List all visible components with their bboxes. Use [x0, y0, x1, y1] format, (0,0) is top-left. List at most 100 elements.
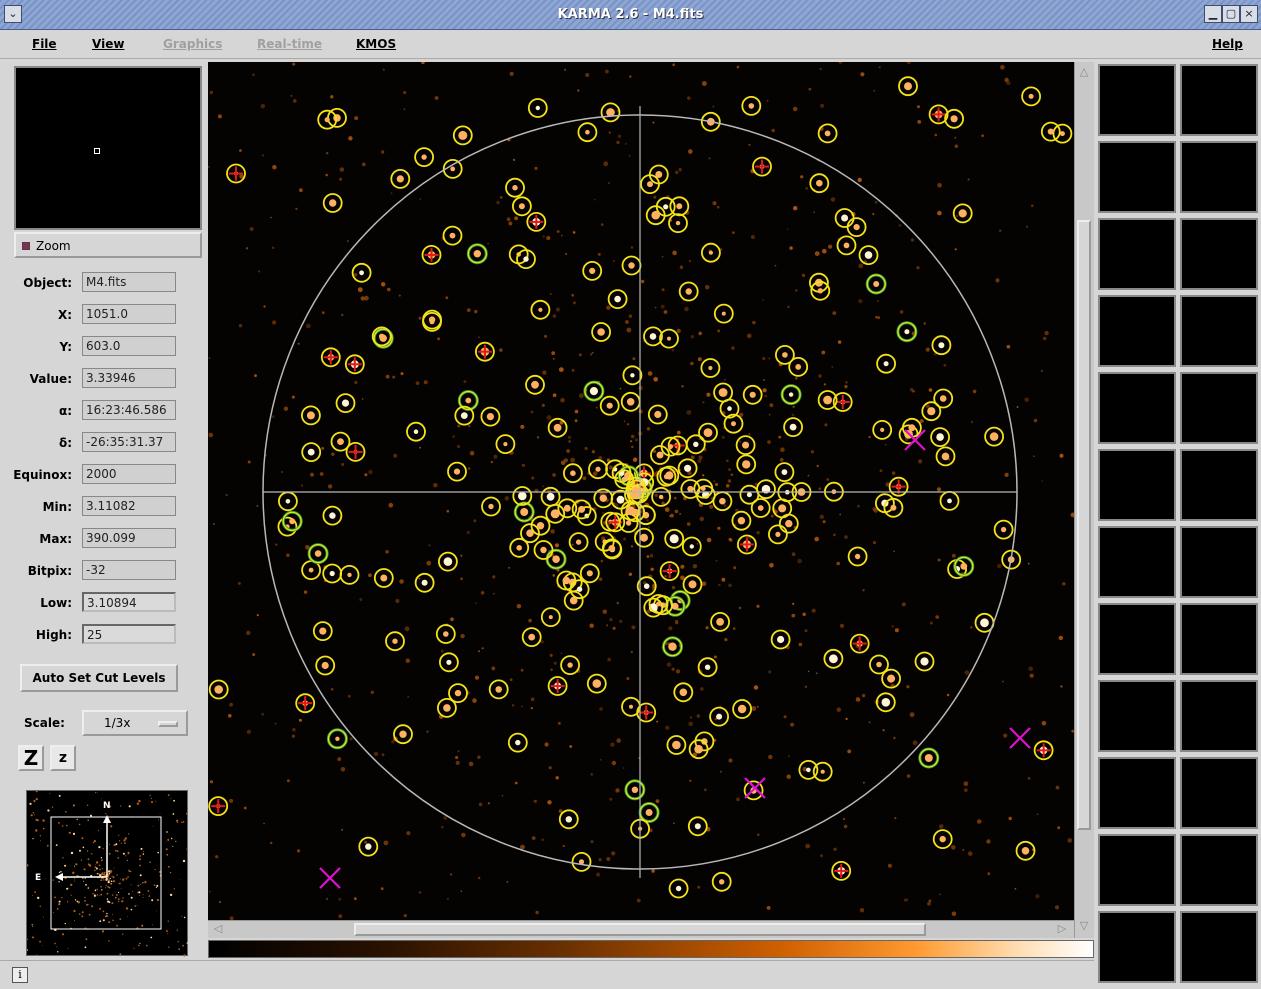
star [1043, 336, 1047, 341]
ifu-thumbnail[interactable] [1180, 449, 1258, 521]
bright-star [651, 210, 660, 220]
menu-view[interactable]: View [92, 37, 125, 51]
overview-star [32, 838, 34, 840]
bright-star [841, 214, 849, 222]
star [692, 564, 698, 569]
vertical-scroll-thumb[interactable] [1077, 220, 1091, 830]
ifu-thumbnail[interactable] [1098, 141, 1176, 213]
horizontal-scroll-thumb[interactable] [354, 923, 926, 936]
ifu-thumbnail[interactable] [1098, 680, 1176, 752]
overview-star [75, 863, 78, 866]
star [628, 314, 633, 318]
cut-level-input[interactable]: 25 [82, 624, 176, 644]
menu-kmos[interactable]: KMOS [356, 37, 397, 51]
overview-star [81, 911, 84, 914]
ifu-thumbnail[interactable] [1098, 834, 1176, 906]
ifu-thumbnail[interactable] [1098, 64, 1176, 136]
ifu-thumbnail[interactable] [1098, 295, 1176, 367]
close-icon[interactable]: × [1240, 5, 1258, 23]
window-menu-icon[interactable]: ⌄ [4, 5, 22, 23]
main-image-canvas[interactable] [208, 62, 1074, 920]
ifu-thumbnail[interactable] [1098, 603, 1176, 675]
overview-star [94, 863, 96, 865]
source-marker-circle [607, 289, 628, 310]
ifu-thumbnail[interactable] [1180, 372, 1258, 444]
ifu-thumbnail[interactable] [1098, 449, 1176, 521]
zoom-in-button[interactable]: Z [18, 745, 44, 771]
field-label: Low: [40, 596, 72, 610]
auto-set-cut-levels-button[interactable]: Auto Set Cut Levels [20, 664, 178, 692]
star [325, 897, 329, 901]
star [715, 559, 718, 562]
source-marker-circle [883, 497, 904, 518]
star [245, 247, 249, 250]
star [631, 445, 634, 449]
star [811, 608, 816, 613]
star [729, 538, 733, 542]
ifu-thumbnail[interactable] [1180, 757, 1258, 829]
horizontal-scrollbar[interactable]: ◁ ▷ [208, 920, 1074, 938]
maximize-icon[interactable]: ▢ [1222, 5, 1240, 23]
ifu-thumbnail[interactable] [1098, 911, 1176, 983]
scroll-left-icon[interactable]: ◁ [213, 922, 223, 935]
ifu-thumbnail[interactable] [1180, 295, 1258, 367]
overview-star [140, 847, 143, 850]
star [339, 167, 345, 172]
field-row: Value: 3.33946 [10, 368, 208, 390]
overview-star [156, 910, 158, 912]
ifu-thumbnail[interactable] [1180, 680, 1258, 752]
source-marker-circle [798, 760, 819, 780]
source-marker-circle [993, 519, 1014, 540]
scroll-up-icon[interactable]: △ [1079, 65, 1089, 78]
ifu-thumbnail[interactable] [1180, 526, 1258, 598]
bright-star [450, 166, 456, 172]
overview-star [83, 869, 85, 871]
ifu-thumbnail[interactable] [1180, 218, 1258, 290]
zoom-out-button[interactable]: z [50, 745, 76, 771]
overview-map[interactable]: N E [26, 790, 189, 958]
colormap-bar[interactable] [208, 940, 1094, 958]
star [696, 543, 699, 545]
ifu-thumbnail[interactable] [1180, 911, 1258, 983]
bright-star [749, 391, 756, 398]
star [954, 136, 957, 139]
source-marker-circle [591, 322, 612, 342]
field-value: -32 [82, 560, 176, 580]
info-icon[interactable]: i [12, 967, 28, 983]
scroll-right-icon[interactable]: ▷ [1057, 922, 1067, 935]
scale-select[interactable]: 1/3x [82, 710, 188, 736]
overview-star [169, 893, 173, 897]
overview-star [95, 888, 97, 890]
bright-star [708, 250, 713, 255]
star [455, 756, 459, 759]
star [572, 231, 576, 234]
menu-file[interactable]: File [32, 37, 57, 51]
overview-star [174, 840, 177, 843]
overview-star [73, 909, 76, 913]
ifu-thumbnail[interactable] [1180, 834, 1258, 906]
ifu-thumbnail[interactable] [1180, 141, 1258, 213]
star [225, 493, 228, 497]
minimize-icon[interactable]: ▁ [1204, 5, 1222, 23]
ifu-thumbnail[interactable] [1098, 757, 1176, 829]
star [706, 537, 712, 543]
title-bar[interactable]: ⌄ KARMA 2.6 - M4.fits ▁ ▢ × [0, 0, 1261, 30]
zoom-view[interactable] [14, 66, 202, 230]
overview-star [47, 809, 50, 812]
ifu-thumbnail[interactable] [1180, 603, 1258, 675]
ifu-thumbnail[interactable] [1098, 218, 1176, 290]
vertical-scrollbar[interactable]: △ ▽ [1074, 62, 1094, 938]
source-marker-circle [781, 385, 801, 405]
zoom-toggle-button[interactable]: Zoom [14, 232, 202, 258]
bright-star [950, 115, 958, 123]
scroll-down-icon[interactable]: ▽ [1079, 919, 1089, 932]
menu-help[interactable]: Help [1212, 37, 1243, 51]
bright-star [628, 262, 635, 269]
ifu-thumbnail[interactable] [1098, 372, 1176, 444]
overview-star [143, 851, 145, 852]
source-marker-circle [954, 556, 974, 576]
bright-star [737, 517, 746, 525]
cut-level-input[interactable]: 3.10894 [82, 592, 176, 612]
ifu-thumbnail[interactable] [1098, 526, 1176, 598]
ifu-thumbnail[interactable] [1180, 64, 1258, 136]
